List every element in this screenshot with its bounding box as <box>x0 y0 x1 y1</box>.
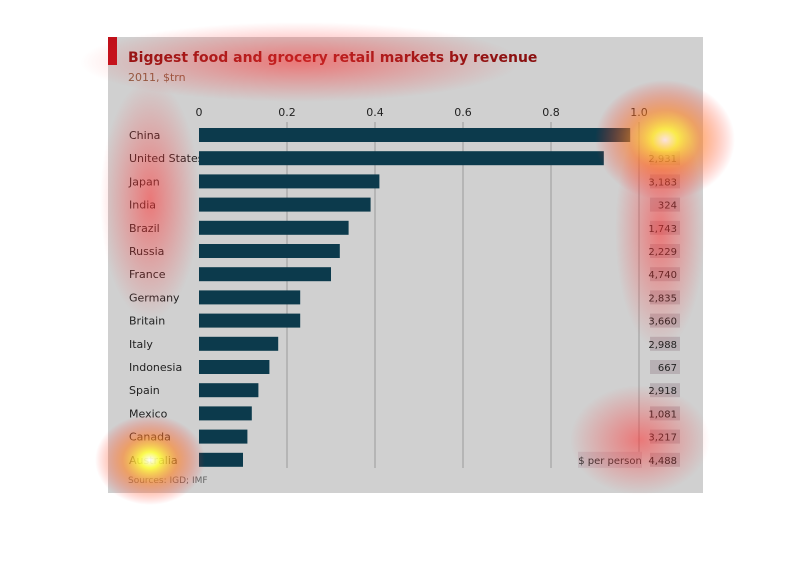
per-person-value: 324 <box>658 201 677 212</box>
bar <box>199 267 331 282</box>
category-label: United States <box>129 152 204 165</box>
per-person-value: 667 <box>658 363 677 374</box>
category-label: Brazil <box>129 222 160 235</box>
category-label: Australia <box>129 454 178 467</box>
bar <box>199 128 631 142</box>
bar <box>199 429 248 444</box>
per-person-value: 2,918 <box>648 386 677 397</box>
per-person-value: 3,183 <box>648 177 677 188</box>
bar <box>199 197 371 212</box>
x-tick-label: 1.0 <box>630 106 648 119</box>
chart-source: Sources: IGD; IMF <box>128 476 208 486</box>
category-label: Russia <box>129 245 164 258</box>
category-label: Germany <box>129 291 180 304</box>
category-label: Mexico <box>129 407 168 420</box>
per-person-value: 2,229 <box>648 247 677 258</box>
per-person-value: 2,988 <box>648 340 677 351</box>
category-label: France <box>129 268 166 281</box>
category-label: Japan <box>128 175 160 188</box>
bar <box>199 290 301 305</box>
bar <box>199 383 259 398</box>
per-person-value: 1,081 <box>648 409 677 420</box>
category-label: India <box>129 199 156 212</box>
per-person-value: 2,835 <box>648 293 677 304</box>
bar <box>199 174 380 189</box>
category-label: Indonesia <box>129 361 182 374</box>
per-person-value: 2,931 <box>648 154 677 165</box>
bar <box>199 452 243 467</box>
x-tick-label: 0.6 <box>454 106 472 119</box>
bar <box>199 244 340 258</box>
x-tick-label: 0 <box>196 106 203 119</box>
bar <box>199 336 279 351</box>
per-person-value: 4,740 <box>648 270 677 281</box>
per-person-title: $ per person <box>578 456 642 467</box>
bar <box>199 406 252 421</box>
x-tick-label: 0.4 <box>366 106 384 119</box>
category-label: Britain <box>129 315 165 328</box>
per-person-value: 4,488 <box>648 456 677 467</box>
category-label: Spain <box>129 384 160 397</box>
category-label: Canada <box>129 431 171 444</box>
per-person-box <box>650 360 680 374</box>
bar <box>199 313 301 328</box>
bar <box>199 220 349 235</box>
category-label: China <box>129 129 160 142</box>
per-person-value: 3,660 <box>648 317 677 328</box>
bar <box>199 151 604 166</box>
per-person-value: 1,743 <box>648 224 677 235</box>
per-person-value: 3,217 <box>648 433 677 444</box>
x-tick-label: 0.8 <box>542 106 560 119</box>
x-tick-label: 0.2 <box>278 106 296 119</box>
bar <box>199 360 270 374</box>
category-label: Italy <box>129 338 153 351</box>
